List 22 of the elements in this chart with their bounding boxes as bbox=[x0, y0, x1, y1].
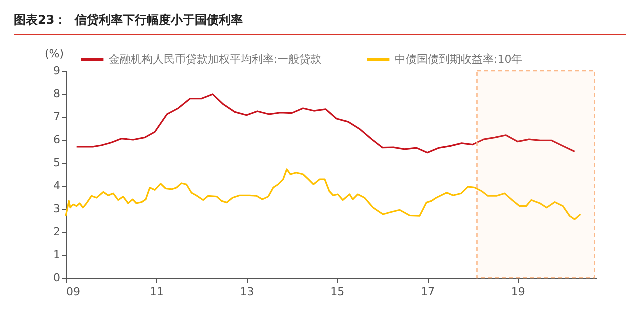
y-tick-label: 4 bbox=[54, 180, 60, 192]
x-tick-label: 17 bbox=[421, 286, 436, 298]
y-tick-label: 8 bbox=[54, 88, 60, 100]
line-series bbox=[65, 168, 582, 220]
y-axis-title: (%) bbox=[44, 48, 64, 60]
y-tick-label: 3 bbox=[54, 202, 60, 216]
x-tick-label: 09 bbox=[66, 286, 80, 298]
y-tick-label: 1 bbox=[54, 248, 60, 262]
y-tick-label: 5 bbox=[54, 156, 60, 170]
chart-title: 图表23： 信贷利率下行幅度小于国债利率 bbox=[14, 12, 626, 35]
x-tick-label: 11 bbox=[150, 286, 164, 298]
legend-label: 金融机构人民币贷款加权平均利率:一般贷款 bbox=[109, 52, 322, 66]
legend-label: 中债国债到期收益率:10年 bbox=[395, 52, 523, 66]
x-tick-label: 13 bbox=[240, 286, 254, 298]
y-tick-label: 9 bbox=[54, 64, 60, 78]
x-tick-label: 15 bbox=[330, 286, 345, 298]
y-tick-label: 0 bbox=[54, 272, 60, 284]
y-tick-label: 7 bbox=[54, 110, 60, 124]
y-tick-label: 2 bbox=[54, 226, 60, 238]
y-tick-label: 6 bbox=[54, 134, 60, 146]
x-tick-label: 19 bbox=[511, 286, 526, 298]
line-series bbox=[76, 94, 576, 154]
